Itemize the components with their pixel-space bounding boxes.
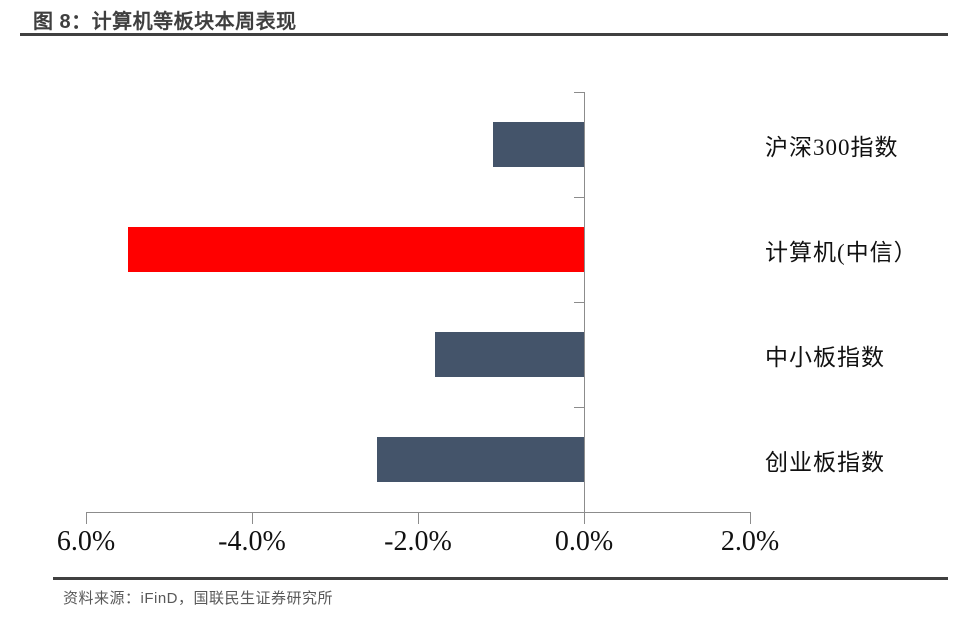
figure-title: 图 8：计算机等板块本周表现	[33, 11, 297, 33]
x-tick	[584, 512, 585, 524]
category-label: 沪深300指数	[765, 134, 899, 160]
category-label: 中小板指数	[765, 344, 885, 370]
category-boundary-tick	[574, 197, 584, 198]
x-tick	[750, 512, 751, 524]
x-tick	[252, 512, 253, 524]
category-label: 计算机(中信）	[765, 239, 918, 265]
bar-3	[376, 437, 584, 482]
x-tick-label: -2.0%	[384, 526, 452, 557]
category-boundary-tick	[574, 92, 584, 93]
zero-axis-line	[584, 92, 585, 524]
footer-rule	[53, 577, 948, 580]
bar-0	[492, 122, 584, 167]
bar-1	[127, 227, 584, 272]
title-underline	[20, 33, 948, 36]
x-tick-label: 2.0%	[720, 526, 780, 557]
category-label: 创业板指数	[765, 449, 885, 475]
bar-2	[434, 332, 584, 377]
category-boundary-tick	[574, 407, 584, 408]
source-note: 资料来源：iFinD，国联民生证券研究所	[63, 590, 334, 607]
x-tick-label: 6.0%	[56, 526, 116, 557]
x-tick-label: 0.0%	[554, 526, 614, 557]
x-tick	[86, 512, 87, 524]
x-tick	[418, 512, 419, 524]
category-boundary-tick	[574, 302, 584, 303]
x-tick-label: -4.0%	[218, 526, 286, 557]
